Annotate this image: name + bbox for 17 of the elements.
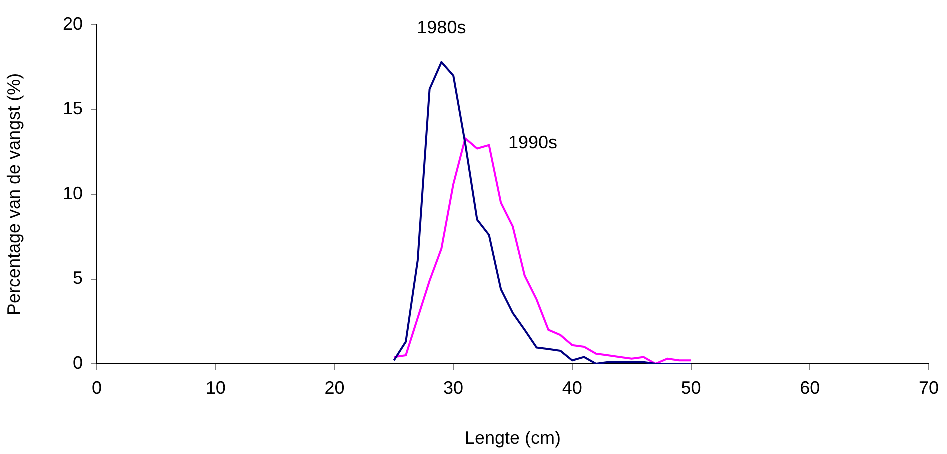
series-label: 1990s	[508, 132, 558, 153]
x-tick-label: 70	[918, 378, 940, 398]
y-tick-label: 20	[62, 14, 83, 34]
series-label: 1980s	[417, 17, 466, 38]
y-tick-label: 5	[72, 268, 83, 288]
x-tick-label: 40	[562, 378, 582, 398]
x-tick-label: 10	[206, 378, 226, 398]
x-tick-label: 30	[444, 378, 464, 398]
x-axis-title: Lengte (cm)	[464, 428, 562, 448]
y-tick-label: 10	[62, 183, 83, 204]
x-tick-label: 60	[800, 378, 820, 398]
y-axis-title: Percentage van de vangst (%)	[4, 73, 24, 316]
x-tick-label: 20	[324, 378, 345, 398]
x-tick-label: 0	[92, 378, 102, 398]
y-tick-label: 15	[62, 98, 83, 119]
x-tick-label: 50	[681, 378, 702, 398]
y-tick-label: 0	[72, 352, 83, 373]
